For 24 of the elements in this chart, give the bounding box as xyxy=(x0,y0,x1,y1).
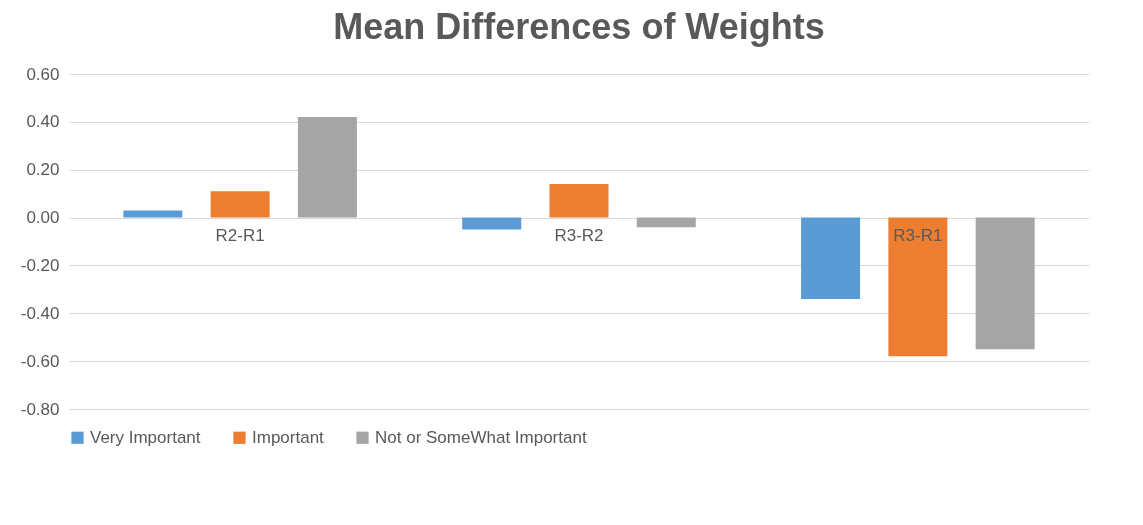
bar xyxy=(123,210,183,218)
bar xyxy=(210,191,270,218)
y-tick-label: -0.60 xyxy=(20,351,60,371)
y-tick-label: -0.80 xyxy=(20,399,60,419)
y-tick-label: 0.00 xyxy=(26,208,60,228)
legend-label: Very Important xyxy=(90,427,201,447)
legend-label: Important xyxy=(252,427,325,447)
x-tick-label: R2-R1 xyxy=(215,226,265,246)
x-tick-label: R3-R1 xyxy=(893,226,943,246)
y-tick-label: 0.60 xyxy=(26,64,60,84)
y-tick-label: 0.20 xyxy=(26,160,60,180)
legend-label: Not or SomeWhat Important xyxy=(375,427,587,447)
bar xyxy=(888,217,948,357)
bar xyxy=(975,217,1035,350)
y-tick-label: 0.40 xyxy=(26,112,60,132)
bar xyxy=(462,217,522,230)
bar xyxy=(549,184,609,218)
y-tick-label: -0.40 xyxy=(20,303,60,323)
bar xyxy=(636,217,696,228)
x-tick-label: R3-R2 xyxy=(554,226,604,246)
bar xyxy=(297,117,357,218)
y-tick-label: -0.20 xyxy=(20,255,60,275)
bar xyxy=(801,217,861,299)
chart-title: Mean Differences of Weights xyxy=(333,6,825,47)
